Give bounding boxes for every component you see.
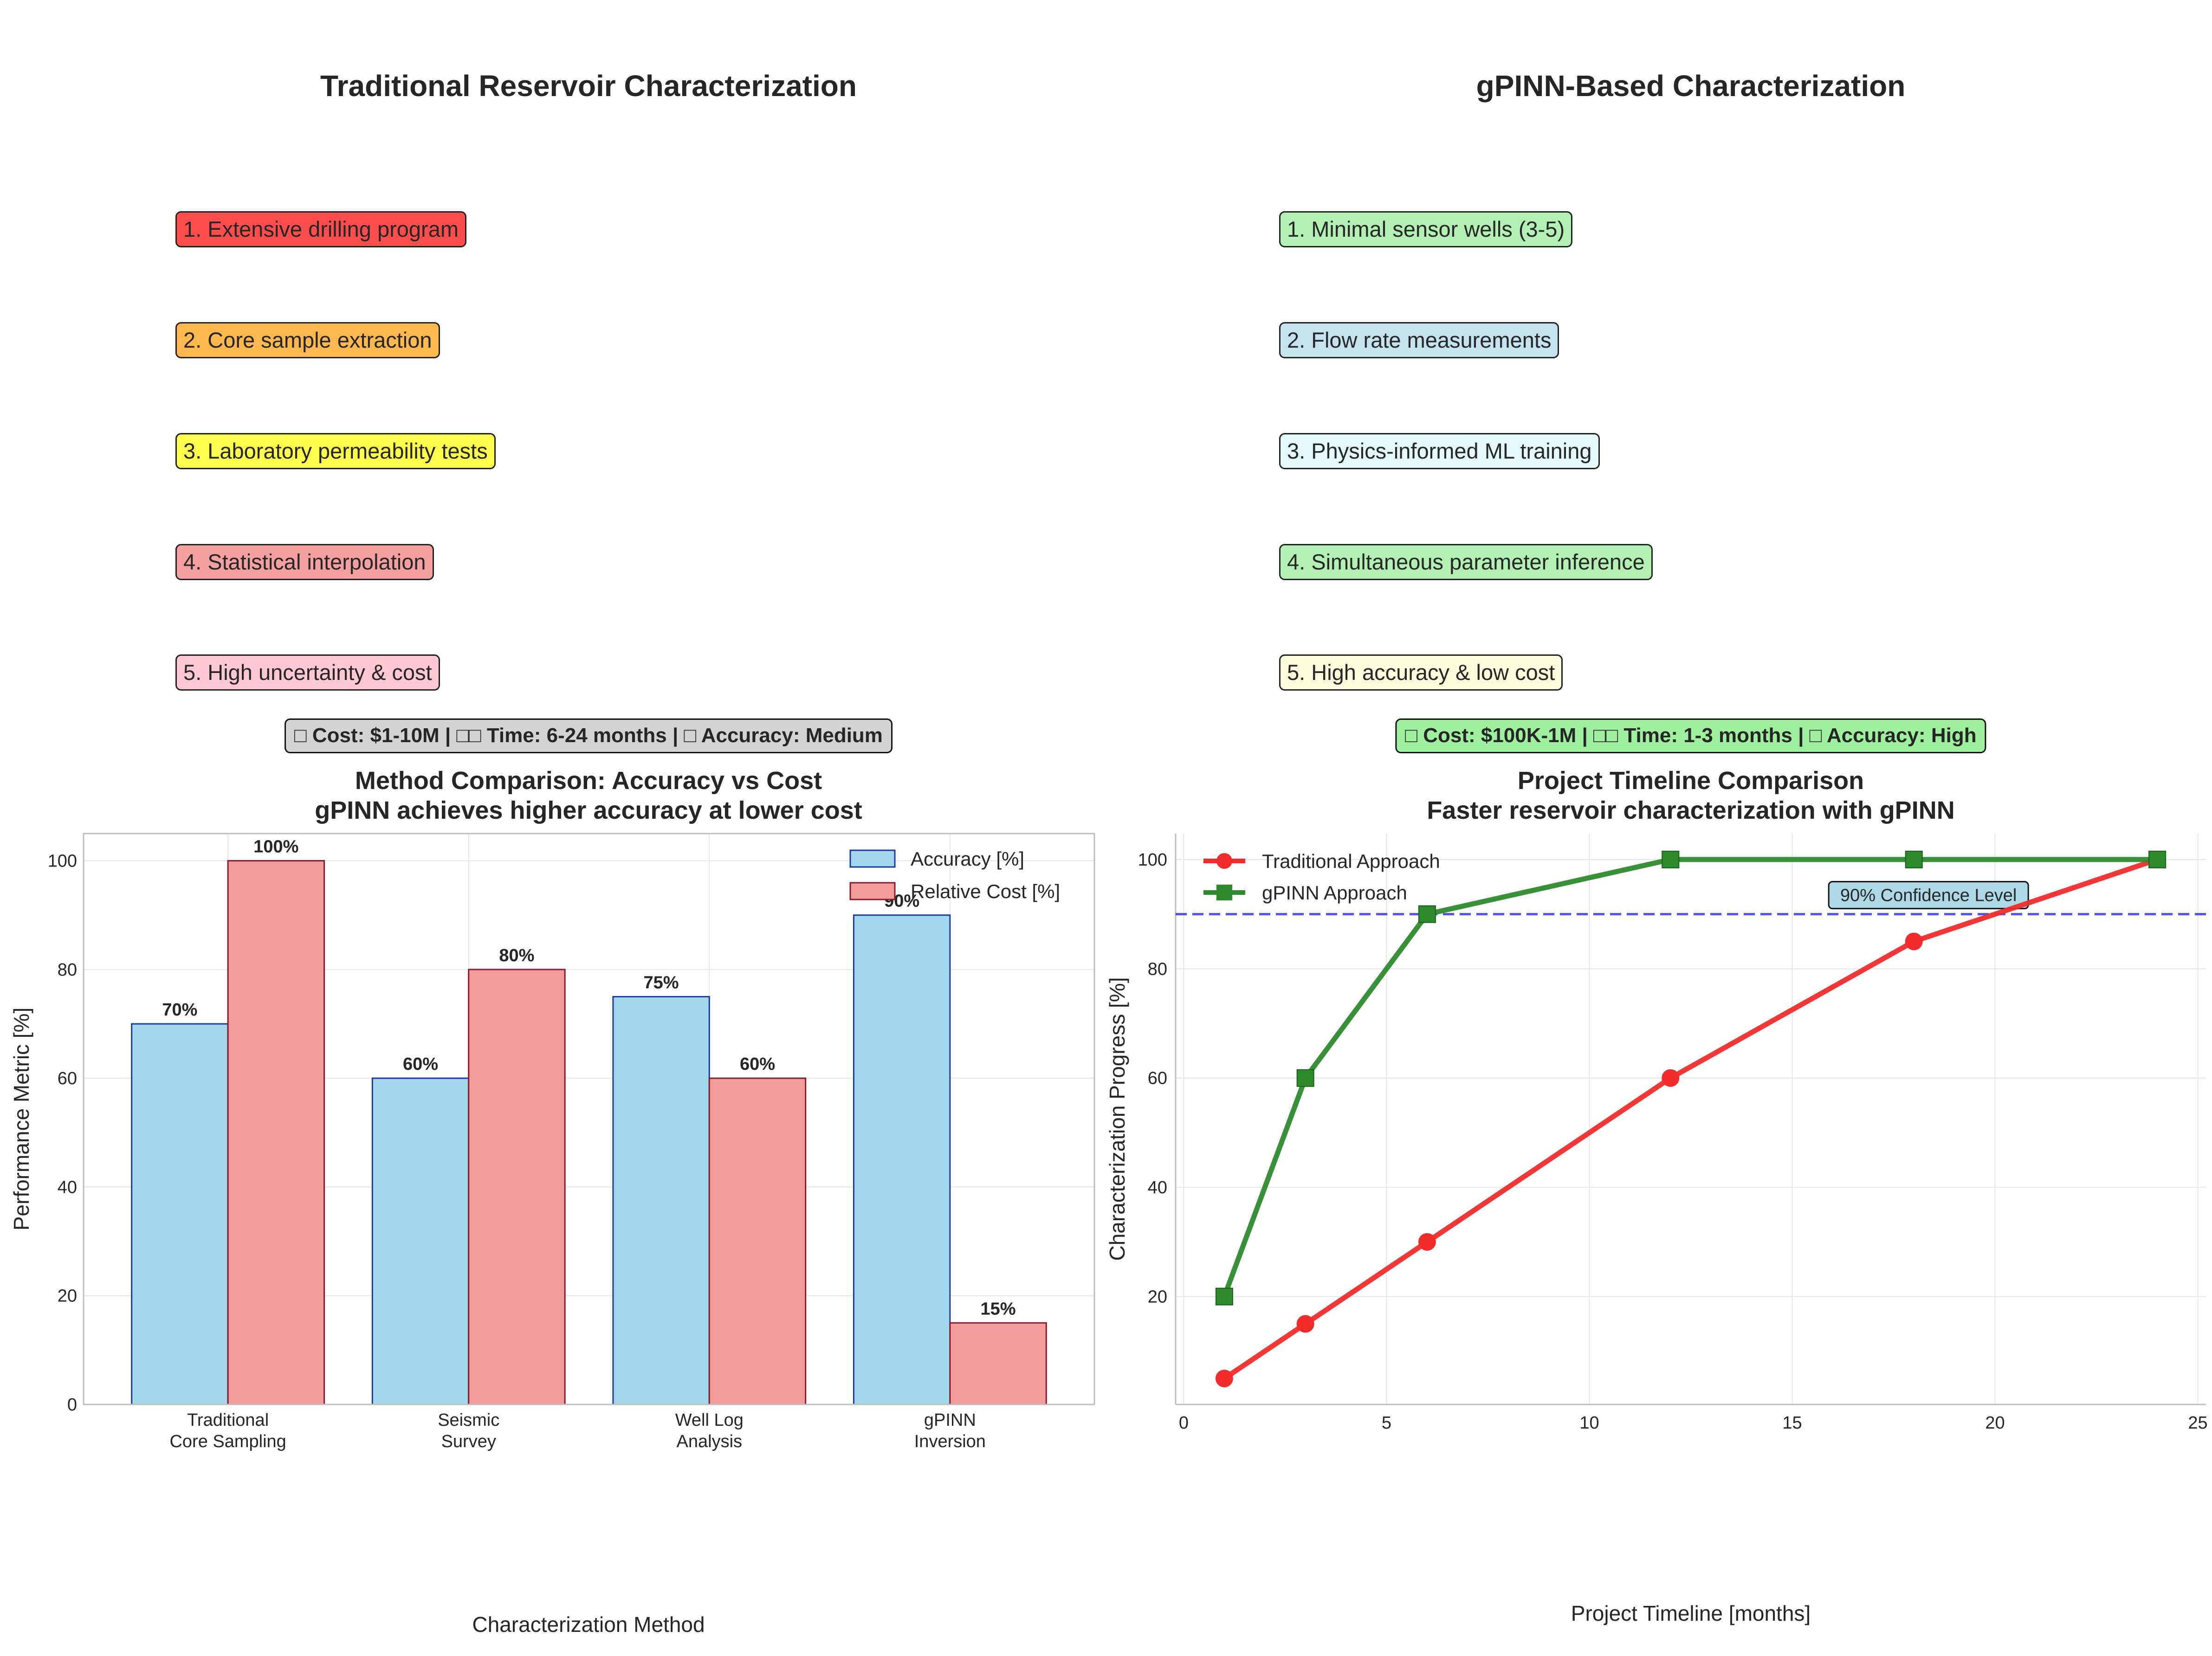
bar-y-tick-label: 80 (58, 960, 77, 980)
line-x-tick-label: 25 (2188, 1413, 2207, 1433)
traditional-point (1296, 1315, 1314, 1333)
gpinn-point (1296, 1069, 1314, 1087)
accuracy-bar (612, 996, 710, 1405)
legend-swatch-relative-cost (849, 882, 896, 900)
traditional-step-2: 2. Core sample extraction (175, 322, 440, 359)
line-x-tick-label: 20 (1985, 1413, 2005, 1433)
line-chart-subtitle: Faster reservoir characterization with g… (1427, 796, 1954, 824)
line-x-tick-label: 15 (1782, 1413, 1802, 1433)
line-chart-x-ticks: 0 5 10 15 20 25 (1179, 1413, 2208, 1433)
line-chart-y-axis-label: Characterization Progress [%] (1106, 977, 1129, 1261)
relative-cost-bar (468, 969, 566, 1405)
gpinn-step-4: 4. Simultaneous parameter inference (1279, 544, 1653, 581)
bar-x-tick-label: Analysis (677, 1432, 743, 1451)
bar-x-tick-label: Survey (441, 1432, 496, 1451)
bar-chart-legend: Accuracy [%] Relative Cost [%] (849, 848, 1060, 902)
bar-y-tick-label: 40 (58, 1177, 77, 1197)
traditional-point (1662, 1069, 1680, 1087)
bar-chart-frame (83, 833, 1095, 1405)
traditional-series-line (1222, 857, 2158, 1381)
line-y-tick-label: 80 (1148, 959, 1167, 979)
bar-chart-x-axis-label: Characterization Method (472, 1612, 705, 1637)
line-y-tick-label: 40 (1148, 1178, 1167, 1197)
bar-data-label: 100% (253, 837, 298, 857)
confidence-label: 90% Confidence Level (1840, 886, 2017, 906)
bar-x-tick-label: Inversion (914, 1432, 986, 1451)
relative-cost-bar (949, 1322, 1047, 1405)
line-chart-series (1215, 850, 2167, 1388)
line-y-tick-label: 20 (1148, 1287, 1167, 1307)
gpinn-point (1215, 1287, 1233, 1306)
bar-data-label: 70% (162, 1000, 197, 1020)
gpinn-step-3: 3. Physics-informed ML training (1279, 433, 1600, 470)
bar-y-tick-label: 60 (58, 1069, 77, 1088)
bar-chart-data-labels: 70%100%60%80%75%60%90%15% (162, 837, 1015, 1319)
accuracy-bar (371, 1077, 470, 1405)
line-x-tick-label: 5 (1382, 1413, 1391, 1433)
line-x-tick-label: 10 (1579, 1413, 1599, 1433)
gpinn-step-5: 5. High accuracy & low cost (1279, 654, 1563, 691)
bar-chart-subtitle: gPINN achieves higher accuracy at lower … (315, 796, 862, 824)
bar-x-tick-label: Seismic (438, 1410, 499, 1430)
line-chart-gridlines (1175, 834, 2206, 1405)
gpinn-point (1662, 850, 1680, 868)
relative-cost-bar (708, 1077, 807, 1405)
bar-chart-x-ticks: Traditional Core Sampling Seismic Survey Wel… (169, 1410, 985, 1451)
legend-label-relative-cost: Relative Cost [%] (911, 880, 1060, 902)
bar-chart-y-ticks: 0 20 40 60 80 100 (48, 852, 77, 1415)
legend-marker-gpinn (1216, 885, 1232, 900)
legend-label-accuracy: Accuracy [%] (911, 848, 1024, 870)
bar-x-tick-label: Traditional (187, 1410, 269, 1430)
legend-label-traditional: Traditional Approach (1262, 850, 1440, 872)
bar-chart-title: Method Comparison: Accuracy vs Cost (355, 767, 822, 795)
line-x-tick-label: 0 (1179, 1413, 1189, 1433)
bar-y-tick-label: 20 (58, 1287, 77, 1306)
bar-data-label: 15% (981, 1299, 1016, 1319)
bar-x-tick-label: Well Log (675, 1410, 744, 1430)
bar-data-label: 75% (644, 973, 679, 992)
bar-chart-bars (131, 860, 1047, 1405)
bar-chart-y-axis-label: Performance Metric [%] (9, 1008, 33, 1231)
bar-y-tick-label: 0 (67, 1395, 77, 1415)
bar-x-tick-label: gPINN (924, 1410, 976, 1430)
traditional-point (1215, 1370, 1233, 1388)
line-chart-x-axis-label: Project Timeline [months] (1571, 1601, 1811, 1625)
bar-data-label: 60% (403, 1054, 438, 1074)
traditional-point (1905, 932, 1923, 951)
line-chart-title: Project Timeline Comparison (1518, 767, 1864, 795)
line-chart-y-ticks: 20 40 60 80 100 (1138, 850, 1167, 1307)
line-chart-legend: Traditional Approach gPINN Approach (1203, 850, 1440, 904)
traditional-step-1: 1. Extensive drilling program (175, 211, 466, 248)
gpinn-series-line (1222, 857, 2158, 1298)
bar-data-label: 60% (740, 1054, 775, 1074)
accuracy-bar (853, 914, 951, 1405)
bar-data-label: 80% (499, 946, 534, 965)
bar-chart: Method Comparison: Accuracy vs Cost gPIN… (9, 767, 1095, 1637)
line-y-tick-label: 60 (1148, 1069, 1167, 1088)
traditional-panel-title: Traditional Reservoir Characterization (320, 69, 857, 103)
relative-cost-bar (227, 860, 325, 1405)
traditional-summary-badge: □ Cost: $1-10M | □□ Time: 6-24 months | … (285, 718, 893, 753)
confidence-reference-line: 90% Confidence Level (1176, 881, 2206, 916)
accuracy-bar (131, 1023, 229, 1405)
gpinn-step-1: 1. Minimal sensor wells (3-5) (1279, 211, 1573, 248)
legend-label-gpinn: gPINN Approach (1262, 882, 1407, 904)
bar-x-tick-label: Core Sampling (169, 1432, 286, 1451)
legend-marker-traditional (1216, 853, 1232, 869)
gpinn-point (1905, 850, 1923, 868)
traditional-step-3: 3. Laboratory permeability tests (175, 433, 496, 470)
gpinn-point (1418, 905, 1436, 923)
legend-swatch-accuracy (849, 849, 896, 868)
confidence-label-box (1828, 881, 2029, 910)
traditional-step-5: 5. High uncertainty & cost (175, 654, 440, 691)
traditional-step-4: 4. Statistical interpolation (175, 544, 434, 581)
gpinn-summary-badge: □ Cost: $100K-1M | □□ Time: 1-3 months |… (1395, 718, 1986, 753)
gpinn-panel-title: gPINN-Based Characterization (1476, 69, 1906, 103)
line-y-tick-label: 100 (1138, 850, 1167, 870)
bar-y-tick-label: 100 (48, 852, 77, 871)
traditional-point (1418, 1233, 1436, 1251)
line-chart: Project Timeline Comparison Faster reser… (1106, 767, 2208, 1625)
gpinn-step-2: 2. Flow rate measurements (1279, 322, 1559, 359)
gpinn-point (2148, 850, 2167, 868)
